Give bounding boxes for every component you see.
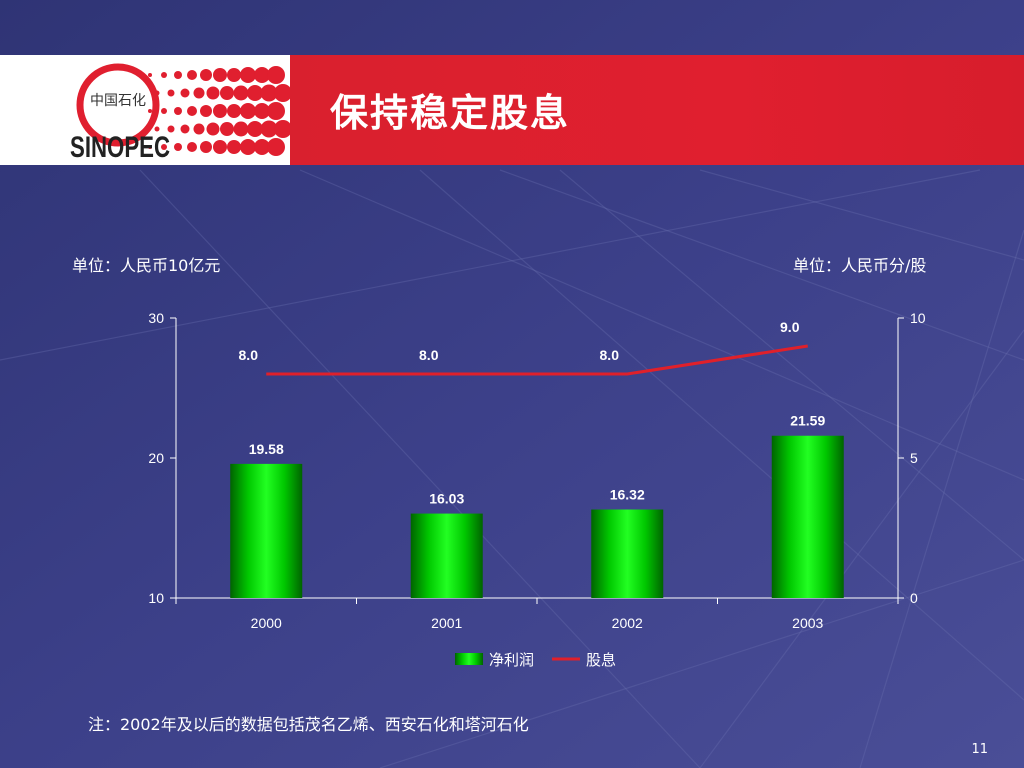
bar-value-label: 16.32 (610, 487, 645, 503)
line-value-label: 8.0 (419, 347, 439, 363)
header-banner: 中国石化 SINOPEC (0, 55, 1024, 165)
left-axis-unit: 单位：人民币10亿元 (72, 256, 221, 275)
data-labels: 19.58 16.03 16.32 21.59 8.0 8.0 8.0 9.0 (239, 319, 826, 507)
bar-series (230, 435, 844, 598)
page-title: 保持稳定股息 (330, 90, 571, 135)
x-tick-label: 2001 (431, 615, 462, 631)
svg-text:SINOPEC: SINOPEC (70, 131, 170, 161)
net-profit-bar (771, 435, 844, 598)
footnote: 注：2002年及以后的数据包括茂名乙烯、西安石化和塔河石化 (88, 715, 529, 734)
bar-value-label: 19.58 (249, 441, 284, 457)
right-tick-label: 10 (910, 310, 926, 326)
dividend-line (266, 344, 808, 376)
left-tick-label: 10 (148, 590, 164, 606)
line-value-label: 8.0 (600, 347, 620, 363)
x-tick-label: 2002 (612, 615, 643, 631)
line-value-label: 9.0 (780, 319, 800, 335)
legend-bar-label: 净利润 (489, 652, 534, 669)
left-tick-label: 30 (148, 310, 164, 326)
chart-legend: 净利润 股息 (455, 652, 616, 669)
bar-value-label: 21.59 (790, 413, 825, 429)
bar-value-label: 16.03 (429, 491, 464, 507)
x-tick-label: 2000 (251, 615, 282, 631)
legend-bar-swatch (455, 653, 483, 665)
net-profit-bar (230, 463, 303, 598)
net-profit-bar (591, 509, 664, 598)
header-red-band (290, 55, 1024, 165)
halftone-dots (148, 66, 292, 156)
line-value-label: 8.0 (239, 347, 259, 363)
right-tick-label: 5 (910, 450, 918, 466)
right-tick-label: 0 (910, 590, 918, 606)
line-series (266, 344, 808, 376)
legend-line-label: 股息 (586, 652, 616, 669)
right-axis-unit: 单位：人民币分/股 (793, 256, 927, 275)
x-tick-label: 2003 (792, 615, 823, 631)
sinopec-logo-icon: 中国石化 SINOPEC (70, 63, 170, 161)
svg-text:中国石化: 中国石化 (90, 93, 146, 109)
net-profit-bar (410, 513, 483, 598)
page-number: 11 (971, 742, 988, 757)
chart-axes: 10 20 30 0 5 10 2000 2001 2002 2003 (148, 310, 925, 631)
left-tick-label: 20 (148, 450, 164, 466)
